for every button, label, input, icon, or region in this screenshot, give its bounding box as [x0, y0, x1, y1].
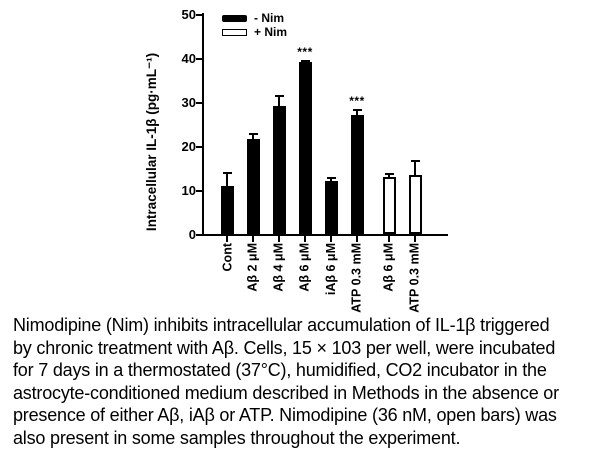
x-tick-label-text: ATP 0.3 mM	[350, 243, 364, 313]
error-bar-cap	[222, 172, 232, 175]
caption-line: astrocyte-conditioned medium described i…	[13, 382, 559, 403]
caption-line: presence of either Aβ, iAβ or ATP. Nimod…	[13, 405, 557, 426]
x-axis-tick	[252, 236, 254, 242]
x-tick-label-text: Aβ 4 μM	[272, 243, 286, 292]
x-tick-label-text: ATP 0.3 mM	[408, 243, 422, 313]
x-axis-tick	[304, 236, 306, 242]
x-tick-label-text: Aβ 2 μM	[246, 243, 260, 292]
bar-6-filled	[350, 115, 364, 234]
x-axis	[202, 234, 448, 236]
error-bar	[356, 108, 358, 117]
legend-swatch-filled	[222, 14, 247, 22]
error-bar	[226, 172, 228, 187]
error-bar-cap	[326, 176, 336, 179]
caption-line: by chronic treatment with Aβ. Cells, 15 …	[13, 337, 556, 358]
error-bar	[330, 176, 332, 183]
y-axis-tick	[196, 102, 202, 104]
y-axis-tick	[196, 146, 202, 148]
error-bar	[252, 132, 254, 141]
bar-1-filled	[220, 185, 234, 234]
error-bar	[278, 95, 280, 108]
error-bar-cap	[384, 173, 394, 176]
figure-caption: Nimodipine (Nim) inhibits intracellular …	[13, 314, 605, 450]
bar-3-filled	[272, 106, 286, 234]
bar-8-open	[408, 174, 422, 234]
error-bar	[388, 173, 390, 178]
error-bar-cap	[274, 95, 284, 98]
significance-stars: ***	[297, 45, 313, 60]
y-tick-label: 0	[188, 227, 196, 242]
legend-swatch-open	[222, 28, 247, 36]
x-axis-tick	[414, 236, 416, 242]
x-axis-tick	[226, 236, 228, 242]
x-axis-tick	[330, 236, 332, 242]
x-tick-label-text: Aβ 6 μM	[298, 243, 312, 292]
y-tick-label: 10	[181, 183, 196, 198]
y-tick-label: 30	[181, 95, 196, 110]
error-bar-cap	[300, 60, 310, 63]
y-tick-label: 50	[181, 7, 196, 22]
y-tick-label: 20	[181, 139, 196, 154]
x-axis-tick	[278, 236, 280, 242]
bar-7-open	[382, 176, 396, 234]
y-axis-tick	[196, 14, 202, 16]
error-bar-cap	[410, 160, 420, 163]
x-axis-tick	[388, 236, 390, 242]
y-axis-tick	[196, 58, 202, 60]
x-tick-label-text: Cont	[220, 243, 234, 272]
caption-line: Nimodipine (Nim) inhibits intracellular …	[13, 315, 550, 335]
legend-row: + Nim	[222, 25, 288, 39]
legend-label: - Nim	[254, 11, 284, 25]
y-axis-label-text: Intracellular IL-1β (pg·mL⁻¹)	[144, 52, 159, 232]
y-axis-tick	[196, 234, 202, 236]
error-bar-cap	[352, 108, 362, 111]
caption-line: for 7 days in a thermostated (37°C), hum…	[13, 360, 547, 381]
legend-row: - Nim	[222, 11, 287, 25]
error-bar-cap	[248, 132, 258, 135]
x-tick-label-text: iAβ 6 μM	[324, 243, 338, 296]
error-bar	[414, 160, 416, 176]
y-axis	[202, 13, 204, 236]
significance-stars: ***	[349, 93, 365, 108]
bar-2-filled	[246, 139, 260, 234]
x-tick-label-text: Aβ 6 μM	[382, 243, 396, 292]
chart-legend: - Nim + Nim	[222, 11, 288, 39]
caption-line: also present in some samples throughout …	[13, 427, 461, 448]
y-axis-tick	[196, 190, 202, 192]
y-tick-label: 40	[181, 51, 196, 66]
il1b-bar-chart: 0 10 20 30 40 50 Intracellular IL-1β (pg·mL⁻¹)…	[144, 7, 448, 313]
legend-label: + Nim	[254, 25, 288, 39]
x-axis-tick	[356, 236, 358, 242]
bar-4-filled	[298, 62, 312, 234]
bar-5-filled	[324, 181, 338, 234]
